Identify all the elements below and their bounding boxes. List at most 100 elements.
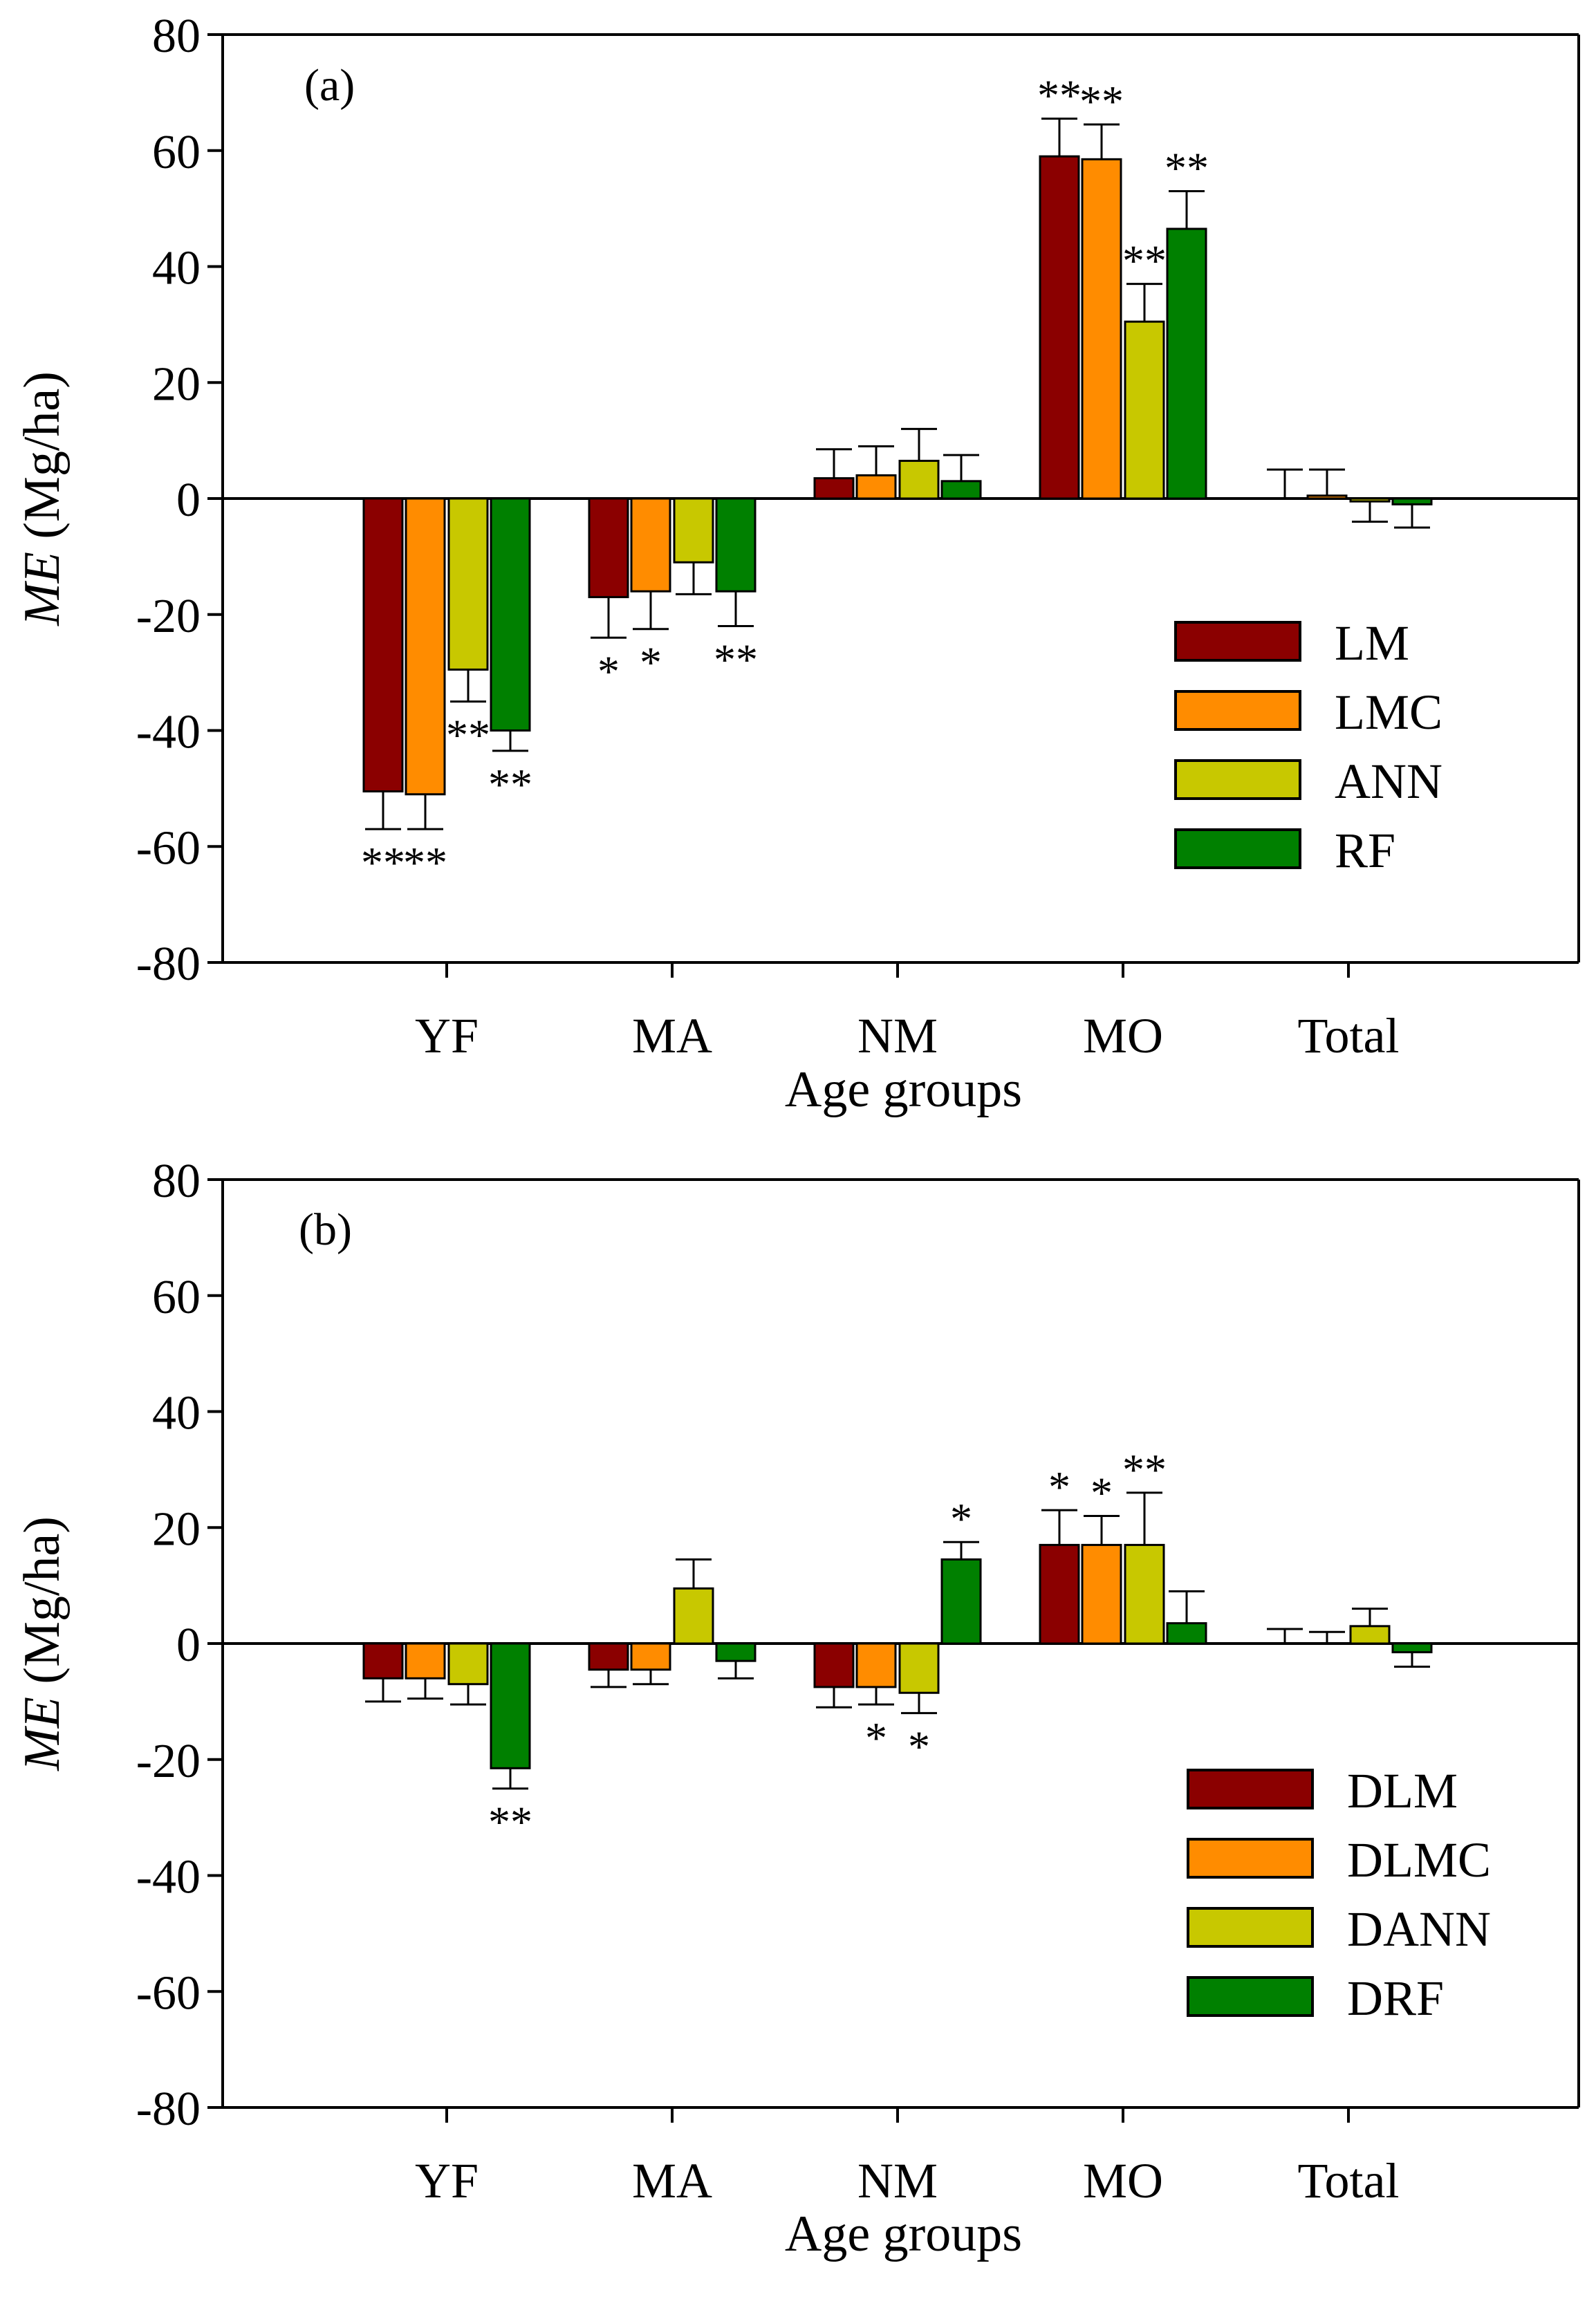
bar-dlm: [1039, 1543, 1080, 1645]
y-tick-label: -80: [136, 938, 201, 991]
bar-drf: [490, 1642, 531, 1769]
x-tick-label: Total: [1298, 2153, 1400, 2208]
x-tick-label: NM: [857, 1008, 938, 1063]
legend-label-dlmc: DLMC: [1347, 1832, 1491, 1888]
bar-dlmc: [855, 1642, 897, 1688]
bar-ann: [1124, 320, 1165, 500]
y-tick-label: 80: [152, 10, 201, 63]
bar-lm: [362, 497, 404, 793]
bar-dann: [1124, 1543, 1165, 1645]
x-tick-label: MO: [1083, 2153, 1163, 2208]
significance-marker: **: [1122, 1445, 1167, 1494]
y-tick-label: -60: [136, 821, 201, 875]
bar-rf: [1166, 227, 1207, 500]
x-tick-label: Total: [1298, 1008, 1400, 1063]
bar-drf: [940, 1558, 982, 1645]
y-tick-label: 20: [152, 1502, 201, 1556]
bar-drf: [715, 1642, 757, 1662]
x-tick-label: YF: [415, 1008, 479, 1063]
significance-marker: *: [1091, 1468, 1113, 1517]
y-tick-label: 20: [152, 357, 201, 411]
bar-dlmc: [1081, 1543, 1122, 1645]
y-axis-title-unit: (Mg/ha): [14, 1516, 71, 1697]
y-tick-label: -20: [136, 1735, 201, 1788]
y-tick-label: -80: [136, 2083, 201, 2136]
bar-rf: [715, 497, 757, 593]
x-axis-title: Age groups: [785, 2206, 1022, 2262]
significance-marker: **: [403, 838, 447, 887]
y-tick-label: -40: [136, 1851, 201, 1904]
x-tick-label: YF: [415, 2153, 479, 2208]
bar-ann: [447, 497, 489, 671]
significance-marker: **: [1079, 77, 1124, 126]
bar-lmc: [1306, 494, 1348, 500]
legend-swatch-lm: [1174, 621, 1301, 662]
y-tick-label: 60: [152, 126, 201, 179]
y-tick-label: -20: [136, 590, 201, 643]
y-tick-label: 80: [152, 1155, 201, 1208]
legend-label-ann: ANN: [1335, 754, 1442, 809]
bar-ann: [898, 459, 940, 500]
y-tick-label: 0: [176, 1619, 201, 1672]
y-axis-title: ME (Mg/ha): [14, 371, 71, 626]
significance-marker: *: [597, 646, 620, 696]
legend-swatch-dann: [1187, 1907, 1314, 1948]
significance-marker: **: [1122, 236, 1167, 286]
bar-dlm: [813, 1642, 855, 1688]
bar-dann: [673, 1587, 714, 1645]
bar-dlmc: [405, 1642, 446, 1679]
x-axis-title: Age groups: [785, 1061, 1022, 1118]
y-tick-label: 40: [152, 1387, 201, 1440]
bar-dlm: [362, 1642, 404, 1679]
y-tick-label: 0: [176, 474, 201, 527]
x-tick-label: MA: [632, 2153, 712, 2208]
legend-label-rf: RF: [1335, 823, 1395, 878]
panel-label: (b): [299, 1204, 352, 1255]
significance-marker: **: [1037, 71, 1082, 120]
significance-marker: **: [361, 838, 405, 887]
legend-swatch-drf: [1187, 1976, 1314, 2017]
bar-ann: [673, 497, 714, 564]
legend-label-dann: DANN: [1347, 1901, 1491, 1957]
bar-dann: [898, 1642, 940, 1694]
bar-dann: [1349, 1625, 1391, 1645]
significance-marker: **: [1164, 143, 1209, 192]
y-axis-title-variable: ME: [14, 552, 71, 626]
y-tick-label: 40: [152, 242, 201, 295]
legend-swatch-rf: [1174, 828, 1301, 869]
legend-label-lmc: LMC: [1335, 685, 1442, 740]
significance-marker: *: [865, 1713, 887, 1762]
bar-lmc: [1081, 158, 1122, 500]
significance-marker: **: [488, 1798, 532, 1847]
bar-lm: [588, 497, 629, 599]
bar-lm: [813, 477, 855, 500]
bar-lmc: [630, 497, 671, 593]
y-tick-label: -40: [136, 706, 201, 759]
bar-rf: [490, 497, 531, 732]
y-tick-label: 60: [152, 1271, 201, 1324]
bar-ann: [1349, 497, 1391, 503]
legend-swatch-lmc: [1174, 690, 1301, 731]
bar-drf: [1166, 1622, 1207, 1645]
bar-dlm: [588, 1642, 629, 1671]
panel-label: (a): [304, 60, 355, 111]
significance-marker: **: [714, 635, 758, 685]
bar-drf: [1391, 1642, 1433, 1654]
x-tick-label: NM: [857, 2153, 938, 2208]
legend-swatch-ann: [1174, 759, 1301, 800]
legend-label-dlm: DLM: [1347, 1763, 1458, 1818]
legend-swatch-dlmc: [1187, 1838, 1314, 1879]
y-axis-title-variable: ME: [14, 1697, 71, 1771]
bar-rf: [1391, 497, 1433, 505]
y-tick-label: -60: [136, 1966, 201, 2020]
bar-lm: [1039, 155, 1080, 500]
bar-lmc: [405, 497, 446, 796]
significance-marker: *: [1048, 1462, 1070, 1511]
x-tick-label: MA: [632, 1008, 712, 1063]
legend-label-drf: DRF: [1347, 1971, 1444, 2026]
legend-label-lm: LM: [1335, 615, 1409, 671]
x-tick-label: MO: [1083, 1008, 1163, 1063]
y-axis-title-unit: (Mg/ha): [14, 371, 71, 552]
